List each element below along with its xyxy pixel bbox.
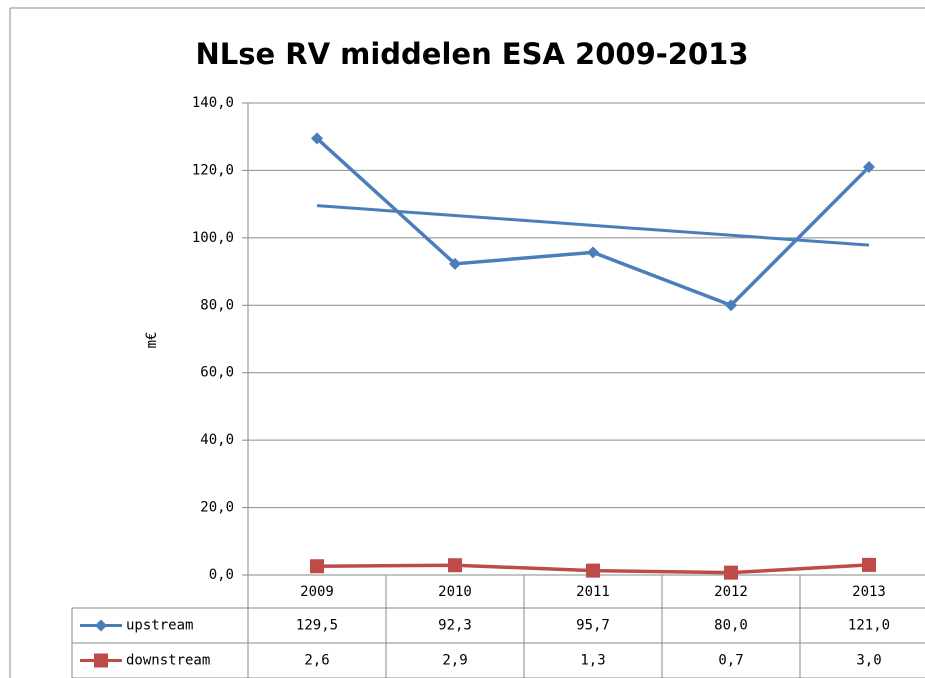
legend-label: downstream xyxy=(126,653,210,669)
y-tick-label: 60,0 xyxy=(200,365,234,381)
table-value: 1,3 xyxy=(580,653,605,669)
table-value: 92,3 xyxy=(438,618,472,634)
trendline xyxy=(316,204,870,247)
y-tick-label: 100,0 xyxy=(192,230,234,246)
table-value: 2,6 xyxy=(304,653,329,669)
y-tick-label: 40,0 xyxy=(200,432,234,448)
y-axis-title: m€ xyxy=(144,332,160,349)
marker xyxy=(725,299,737,312)
marker xyxy=(724,565,738,580)
marker xyxy=(863,161,875,174)
marker xyxy=(94,653,108,668)
y-tick-label: 20,0 xyxy=(200,500,234,516)
marker xyxy=(311,132,323,145)
x-tick-label: 2010 xyxy=(438,584,472,600)
y-tick-label: 140,0 xyxy=(192,95,234,111)
y-tick-label: 80,0 xyxy=(200,297,234,313)
table-value: 129,5 xyxy=(296,618,338,634)
x-tick-label: 2012 xyxy=(714,584,748,600)
y-tick-label: 0,0 xyxy=(209,567,234,583)
marker xyxy=(862,557,876,572)
marker xyxy=(586,563,600,578)
chart-title: NLse RV middelen ESA 2009-2013 xyxy=(195,37,748,71)
marker xyxy=(310,559,324,574)
table-value: 80,0 xyxy=(714,618,748,634)
y-tick-label: 120,0 xyxy=(192,162,234,178)
marker xyxy=(95,619,107,632)
marker xyxy=(587,246,599,259)
x-tick-label: 2013 xyxy=(852,584,886,600)
table-value: 95,7 xyxy=(576,618,610,634)
table-value: 3,0 xyxy=(856,653,881,669)
table-value: 2,9 xyxy=(442,653,467,669)
x-tick-label: 2009 xyxy=(300,584,334,600)
legend-label: upstream xyxy=(126,618,193,634)
x-tick-label: 2011 xyxy=(576,584,610,600)
table-value: 0,7 xyxy=(718,653,743,669)
table-value: 121,0 xyxy=(848,618,890,634)
series-line xyxy=(315,137,871,308)
marker xyxy=(448,558,462,573)
marker xyxy=(449,257,461,270)
